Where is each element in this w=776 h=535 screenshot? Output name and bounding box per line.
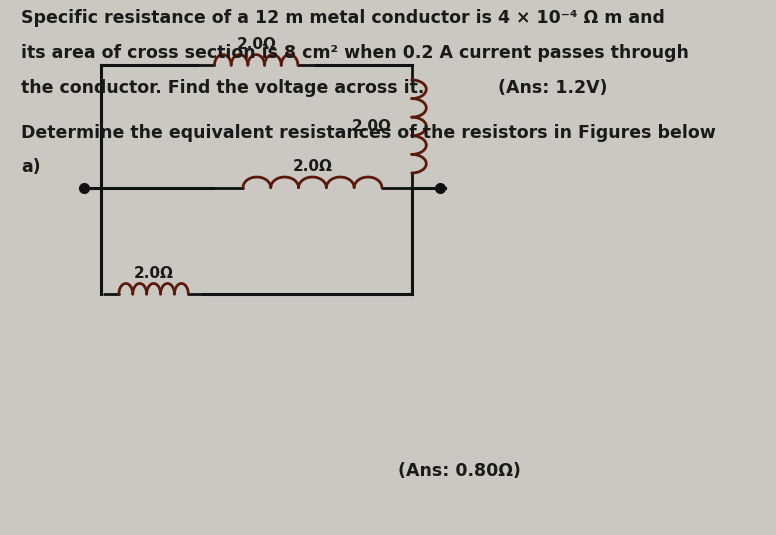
Text: Specific resistance of a 12 m metal conductor is 4 × 10⁻⁴ Ω m and: Specific resistance of a 12 m metal cond…: [21, 10, 665, 27]
Text: its area of cross section is 8 cm² when 0.2 A current passes through: its area of cross section is 8 cm² when …: [21, 44, 689, 62]
Text: Determine the equivalent resistances of the resistors in Figures below: Determine the equivalent resistances of …: [21, 124, 716, 142]
Text: (Ans: 1.2V): (Ans: 1.2V): [497, 79, 608, 96]
Text: a): a): [21, 158, 41, 177]
Text: 2.0Ω: 2.0Ω: [293, 159, 332, 174]
Text: 2.0Ω: 2.0Ω: [133, 266, 174, 281]
Text: 2.0Ω: 2.0Ω: [236, 37, 276, 52]
Text: the conductor. Find the voltage across it.: the conductor. Find the voltage across i…: [21, 79, 424, 96]
Text: (Ans: 0.80Ω): (Ans: 0.80Ω): [399, 462, 521, 480]
Text: 2.0Ω: 2.0Ω: [352, 119, 392, 134]
